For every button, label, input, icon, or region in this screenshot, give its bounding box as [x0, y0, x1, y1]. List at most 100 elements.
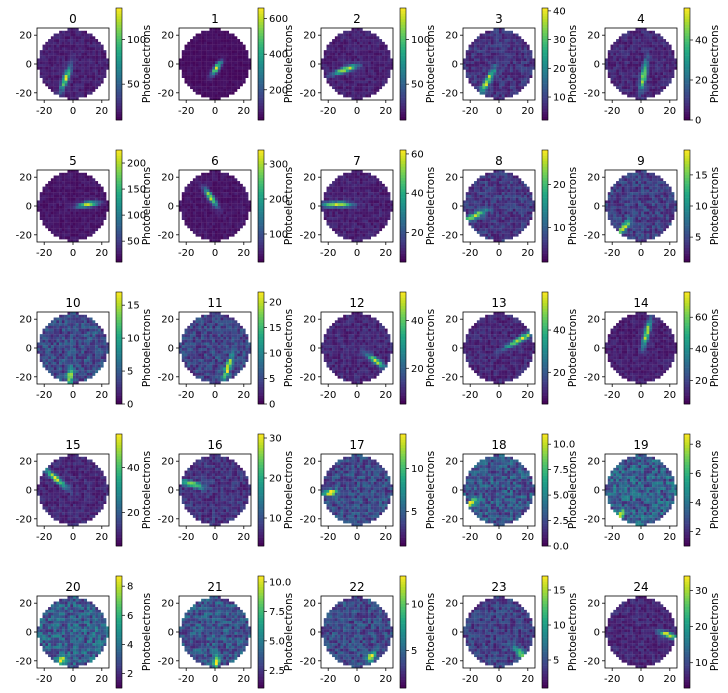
heatmap-cell	[234, 39, 238, 42]
heatmap-cell	[106, 61, 110, 65]
colorbar-segment	[684, 24, 690, 28]
heatmap-cell	[97, 41, 101, 45]
heatmap-cell	[613, 41, 617, 45]
heatmap-cell	[657, 47, 661, 51]
heatmap-cell	[510, 233, 513, 237]
colorbar-segment	[400, 183, 406, 187]
heatmap-cell	[215, 233, 218, 237]
heatmap-cell	[373, 178, 377, 182]
heatmap-cell	[95, 75, 99, 78]
heatmap-cell	[187, 219, 191, 223]
heatmap-cell	[56, 83, 60, 87]
heatmap-cell	[373, 230, 377, 234]
heatmap-cell	[504, 186, 508, 190]
heatmap-cell	[215, 194, 218, 198]
heatmap-cell	[496, 197, 500, 201]
heatmap-cell	[629, 80, 633, 84]
heatmap-cell	[203, 41, 207, 45]
heatmap-cell	[201, 194, 205, 198]
heatmap-cell	[239, 77, 243, 81]
heatmap-cell	[518, 183, 522, 187]
heatmap-cell	[499, 228, 502, 232]
colorbar-segment	[400, 155, 406, 159]
heatmap-cell	[359, 214, 363, 218]
heatmap-cell	[368, 228, 371, 232]
heatmap-cell	[201, 94, 205, 98]
heatmap-cell	[228, 200, 232, 204]
heatmap-cell	[329, 66, 333, 70]
heatmap-cell	[468, 77, 472, 81]
heatmap-cell	[326, 217, 330, 220]
heatmap-cell	[649, 41, 653, 45]
heatmap-cell	[362, 217, 366, 220]
heatmap-cell	[515, 175, 519, 179]
heatmap-cell	[510, 39, 513, 42]
heatmap-cell	[621, 86, 625, 90]
heatmap-cell	[217, 88, 221, 92]
heatmap-cell	[479, 52, 483, 56]
heatmap-cell	[337, 86, 341, 90]
heatmap-cell	[482, 36, 486, 40]
heatmap-cell	[190, 219, 193, 223]
heatmap-cell	[245, 64, 249, 67]
heatmap-cell	[359, 194, 363, 198]
heatmap-cell	[652, 61, 655, 65]
heatmap-cell	[507, 181, 511, 184]
heatmap-cell	[242, 200, 246, 204]
heatmap-cell	[348, 36, 352, 40]
heatmap-cell	[357, 225, 360, 229]
heatmap-cell	[50, 219, 54, 223]
heatmap-cell	[351, 72, 355, 76]
heatmap-cell	[203, 178, 207, 182]
heatmap-cell	[332, 222, 335, 226]
heatmap-cell	[226, 228, 229, 232]
heatmap-cell	[476, 186, 480, 190]
heatmap-cell	[365, 91, 369, 95]
heatmap-cell	[499, 86, 502, 90]
heatmap-cell	[217, 228, 221, 232]
heatmap-cell	[474, 203, 477, 207]
colorbar-segment	[684, 8, 690, 12]
heatmap-cell	[97, 186, 101, 190]
heatmap-cell	[665, 61, 669, 65]
heatmap-cell	[61, 222, 65, 226]
subplot-title: 8	[495, 154, 503, 168]
heatmap-cell	[48, 200, 51, 204]
heatmap-cell	[354, 64, 358, 67]
heatmap-cell	[373, 183, 377, 187]
heatmap-cell	[643, 41, 647, 45]
heatmap-cell	[373, 77, 377, 81]
heatmap-cell	[56, 86, 60, 90]
heatmap-cell	[39, 58, 43, 62]
heatmap-cell	[64, 228, 68, 232]
heatmap-cell	[226, 178, 229, 182]
heatmap-cell	[493, 181, 497, 184]
heatmap-cell	[501, 97, 505, 101]
heatmap-cell	[231, 36, 235, 40]
heatmap-cell	[195, 181, 199, 184]
heatmap-cell	[487, 39, 491, 42]
heatmap-cell	[343, 222, 347, 226]
heatmap-cell	[621, 33, 625, 37]
heatmap-cell	[351, 217, 355, 220]
heatmap-cell	[95, 194, 99, 198]
heatmap-cell	[84, 66, 87, 70]
heatmap-cell	[362, 47, 366, 51]
heatmap-cell	[660, 86, 664, 90]
heatmap-cell	[381, 66, 385, 70]
heatmap-cell	[181, 217, 185, 220]
heatmap-cell	[607, 50, 611, 54]
heatmap-cell	[499, 55, 502, 59]
heatmap-cell	[329, 80, 333, 84]
heatmap-cell	[381, 77, 385, 81]
heatmap-cell	[75, 72, 79, 76]
heatmap-cell	[515, 197, 519, 201]
heatmap-cell	[618, 41, 622, 45]
heatmap-cell	[649, 80, 653, 84]
heatmap-cell	[95, 66, 99, 70]
colorbar-segment	[116, 158, 122, 162]
heatmap-cell	[48, 58, 51, 62]
heatmap-cell	[61, 175, 65, 179]
heatmap-cell	[192, 39, 196, 42]
colorbar-segment	[400, 41, 406, 45]
